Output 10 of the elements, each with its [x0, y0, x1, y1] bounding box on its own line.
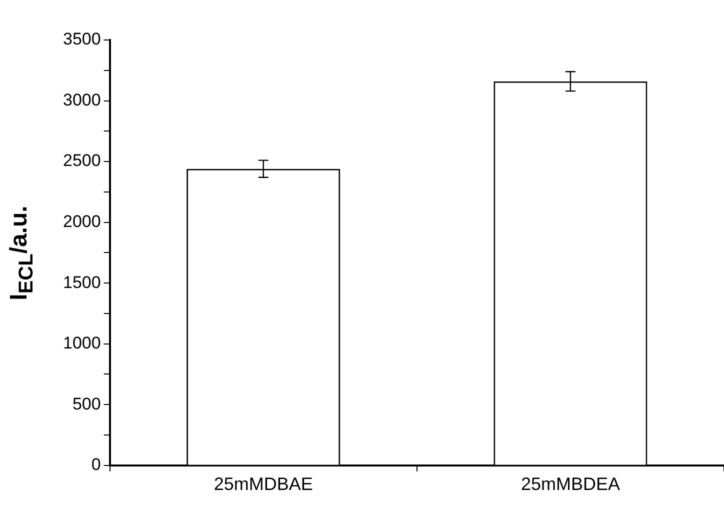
y-tick-label: 2000	[62, 212, 101, 231]
y-tick-label: 500	[72, 394, 101, 414]
y-tick-label: 3000	[62, 90, 101, 110]
y-tick-label: 1000	[62, 334, 101, 353]
y-tick-label: 0	[91, 455, 101, 474]
x-tick-label: 25mMDBAE	[214, 474, 313, 494]
y-tick-label: 1500	[62, 272, 101, 292]
x-tick-label: 25mMBDEA	[520, 474, 620, 494]
y-tick-label: 3500	[62, 30, 101, 49]
y-tick-label: 2500	[62, 151, 101, 170]
